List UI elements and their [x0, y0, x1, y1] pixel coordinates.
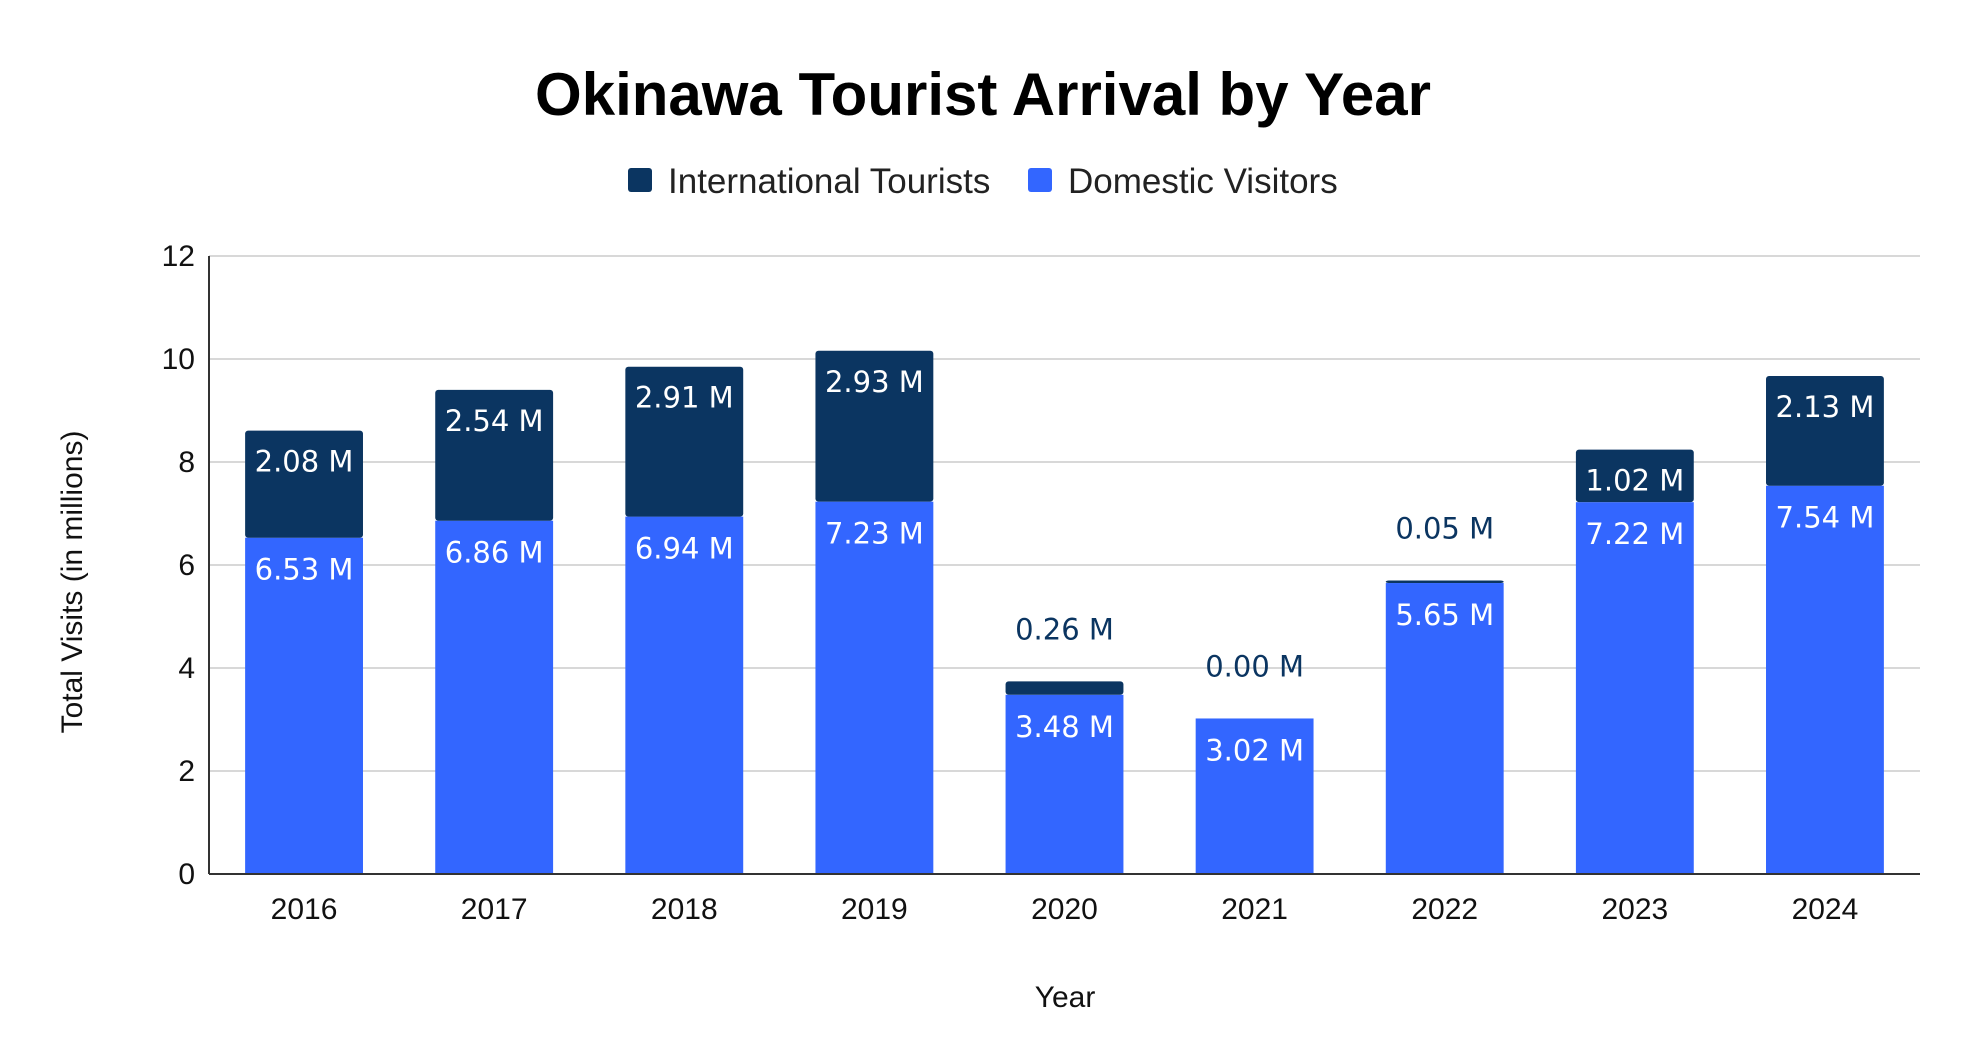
y-tick-label: 6: [178, 549, 195, 582]
data-label-international-2018: 2.91 M: [635, 381, 734, 415]
bar-domestic-2017: [435, 520, 554, 874]
data-label-international-2020: 0.26 M: [1015, 612, 1114, 646]
x-tick-label: 2023: [1601, 893, 1668, 926]
data-label-international-2016: 2.08 M: [255, 445, 354, 479]
bar-international-2020: [1005, 681, 1124, 695]
y-tick-label: 10: [162, 343, 195, 376]
y-tick-label: 0: [178, 858, 195, 891]
x-axis-title: Year: [1035, 981, 1096, 1014]
data-label-international-2022: 0.05 M: [1395, 511, 1494, 545]
data-label-domestic-2018: 6.94 M: [635, 532, 734, 566]
y-axis-ticks: 0 2 4 6 8 10 12: [162, 240, 195, 891]
x-tick-label: 2021: [1221, 893, 1288, 926]
x-tick-label: 2024: [1792, 893, 1859, 926]
legend-swatch-international-tourists: [628, 168, 652, 192]
bar-domestic-2023: [1575, 502, 1694, 874]
data-label-international-2019: 2.93 M: [825, 365, 924, 399]
legend-swatch-domestic-visitors: [1028, 168, 1052, 192]
x-axis-ticks: 2016 2017 2018 2019 2020 2021 2022 2023 2024: [271, 893, 1859, 926]
data-label-international-2017: 2.54 M: [445, 404, 544, 438]
bar-domestic-2018: [625, 516, 744, 874]
legend-label-domestic-visitors: Domestic Visitors: [1068, 162, 1338, 201]
bar-domestic-2022: [1385, 583, 1504, 874]
data-label-domestic-2016: 6.53 M: [255, 553, 354, 587]
bar-domestic-2016: [245, 537, 363, 874]
y-tick-label: 12: [162, 240, 195, 273]
legend-label-international-tourists: International Tourists: [668, 162, 990, 201]
data-label-domestic-2022: 5.65 M: [1395, 598, 1494, 632]
bar-international-2018: [625, 366, 744, 517]
data-label-domestic-2024: 7.54 M: [1776, 501, 1875, 535]
data-label-international-2023: 1.02 M: [1585, 464, 1684, 498]
data-label-domestic-2023: 7.22 M: [1585, 517, 1684, 551]
y-axis-title: Total Visits (in millions): [56, 431, 89, 734]
bar-international-2023: [1575, 449, 1694, 503]
y-tick-label: 8: [178, 446, 195, 479]
bar-domestic-2019: [815, 501, 934, 874]
bars: [245, 350, 1884, 874]
bar-international-2024: [1766, 375, 1884, 486]
bar-domestic-2021: [1195, 718, 1314, 874]
data-label-international-2024: 2.13 M: [1776, 390, 1875, 424]
bar-international-2017: [435, 389, 554, 521]
y-tick-label: 2: [178, 755, 195, 788]
bar-domestic-2024: [1766, 485, 1884, 874]
x-tick-label: 2017: [461, 893, 528, 926]
x-tick-label: 2019: [841, 893, 908, 926]
data-label-domestic-2020: 3.48 M: [1015, 710, 1114, 744]
bar-international-2022: [1385, 580, 1504, 584]
x-tick-label: 2022: [1411, 893, 1478, 926]
bar-international-2019: [815, 350, 934, 502]
data-label-domestic-2019: 7.23 M: [825, 517, 924, 551]
data-labels: 6.53 M 2.08 M 6.86 M 2.54 M 6.94 M 2.91 M 7.23…: [255, 365, 1875, 768]
chart-title: Okinawa Tourist Arrival by Year: [535, 61, 1431, 128]
bar-international-2016: [245, 430, 363, 538]
legend: International Tourists Domestic Visitors: [628, 162, 1338, 201]
bar-domestic-2020: [1005, 694, 1124, 874]
data-label-domestic-2021: 3.02 M: [1205, 733, 1304, 767]
x-tick-label: 2020: [1031, 893, 1098, 926]
x-tick-label: 2018: [651, 893, 718, 926]
y-tick-label: 4: [178, 652, 195, 685]
data-label-domestic-2017: 6.86 M: [445, 536, 544, 570]
data-label-international-2021: 0.00 M: [1205, 649, 1304, 683]
x-tick-label: 2016: [271, 893, 338, 926]
